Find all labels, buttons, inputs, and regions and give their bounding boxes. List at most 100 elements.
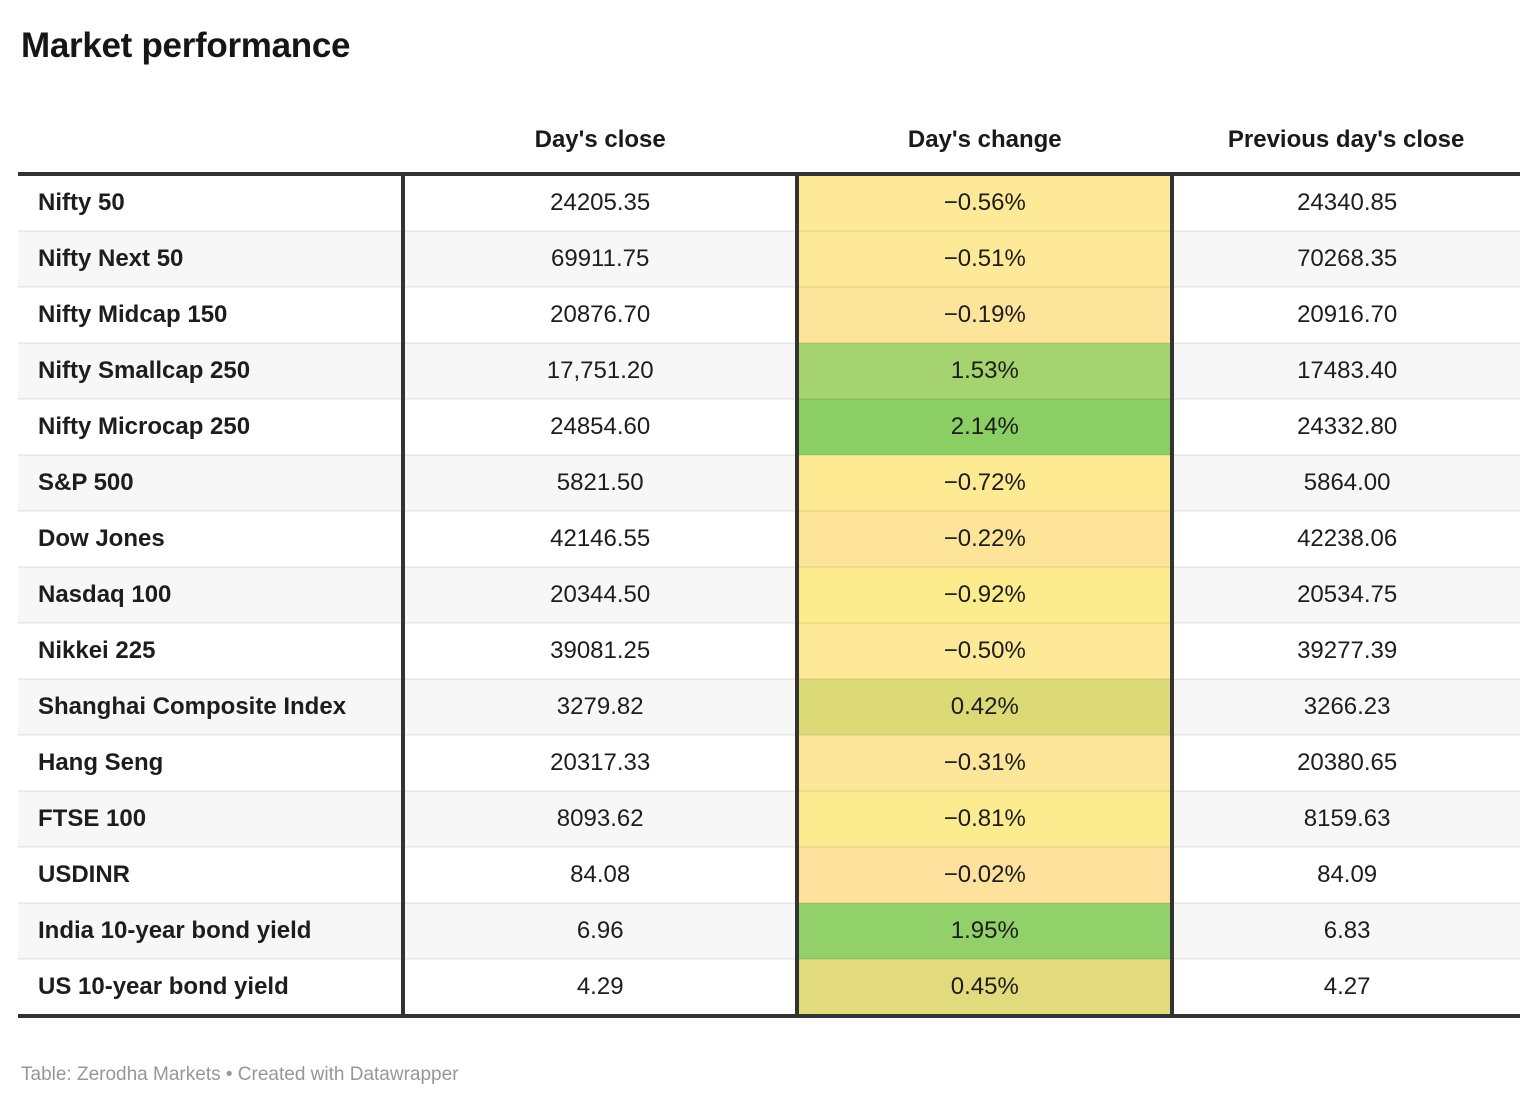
table-row: Nifty Microcap 250 24854.60 2.14% 24332.…	[18, 399, 1520, 456]
previous-days-close-cell: 20916.70	[1172, 287, 1520, 344]
row-label: US 10-year bond yield	[38, 972, 289, 1000]
row-label-cell: Nifty 50	[18, 174, 406, 232]
column-header-previous-days-close: Previous day's close	[1227, 126, 1465, 153]
days-close-cell: 20876.70	[403, 287, 800, 344]
days-close-cell: 24205.35	[403, 174, 800, 232]
previous-days-close-cell: 6.83	[1172, 903, 1520, 960]
row-label: India 10-year bond yield	[38, 916, 312, 944]
table-header: Day's close Day's change Previous day's …	[18, 66, 1520, 174]
table-row: S&P 500 5821.50 −0.72% 5864.00	[18, 455, 1520, 512]
row-label-cell: Nasdaq 100	[18, 567, 406, 624]
table-row: Nifty Next 50 69911.75 −0.51% 70268.35	[18, 231, 1520, 288]
table-row: Nikkei 225 39081.25 −0.50% 39277.39	[18, 623, 1520, 680]
table-body: Nifty 50 24205.35 −0.56% 24340.85 Nifty …	[18, 174, 1520, 1017]
table-row: Shanghai Composite Index 3279.82 0.42% 3…	[18, 679, 1520, 736]
table-row: FTSE 100 8093.62 −0.81% 8159.63	[18, 791, 1520, 848]
row-label-cell: USDINR	[18, 847, 406, 904]
header-row: Day's close Day's change Previous day's …	[18, 66, 1520, 174]
previous-days-close-cell: 84.09	[1172, 847, 1520, 904]
table-row: Nifty Smallcap 250 17,751.20 1.53% 17483…	[18, 343, 1520, 400]
days-change-cell: −0.51%	[797, 231, 1175, 288]
row-label: S&P 500	[38, 468, 134, 496]
previous-days-close-cell: 42238.06	[1172, 511, 1520, 568]
row-label: Nikkei 225	[38, 636, 156, 664]
days-close-cell: 8093.62	[403, 791, 800, 848]
row-label: Hang Seng	[38, 748, 164, 776]
table-row: Nifty Midcap 150 20876.70 −0.19% 20916.7…	[18, 287, 1520, 344]
table-row: Nasdaq 100 20344.50 −0.92% 20534.75	[18, 567, 1520, 624]
table-row: Nifty 50 24205.35 −0.56% 24340.85	[18, 174, 1520, 232]
days-change-cell: −0.72%	[797, 455, 1175, 512]
row-label-cell: Nikkei 225	[18, 623, 406, 680]
previous-days-close-cell: 8159.63	[1172, 791, 1520, 848]
days-close-cell: 6.96	[403, 903, 800, 960]
column-header-days-change: Day's change	[907, 126, 1062, 153]
row-label: Nifty Midcap 150	[38, 300, 228, 328]
days-change-cell: −0.92%	[797, 567, 1175, 624]
days-change-cell: −0.22%	[797, 511, 1175, 568]
row-label-cell: Nifty Smallcap 250	[18, 343, 406, 400]
table-footer: Table: Zerodha Markets • Created with Da…	[21, 1064, 459, 1085]
days-change-cell: −0.02%	[797, 847, 1175, 904]
previous-days-close-cell: 20380.65	[1172, 735, 1520, 792]
table-row: US 10-year bond yield 4.29 0.45% 4.27	[18, 959, 1520, 1017]
days-close-cell: 20344.50	[403, 567, 800, 624]
page-title: Market performance	[21, 26, 351, 65]
days-change-cell: −0.19%	[797, 287, 1175, 344]
row-label: USDINR	[38, 860, 131, 888]
days-close-cell: 84.08	[403, 847, 800, 904]
previous-days-close-cell: 70268.35	[1172, 231, 1520, 288]
days-change-cell: −0.81%	[797, 791, 1175, 848]
days-close-cell: 69911.75	[403, 231, 800, 288]
row-label: Dow Jones	[38, 524, 165, 552]
row-label-cell: Nifty Microcap 250	[18, 399, 406, 456]
previous-days-close-cell: 4.27	[1172, 959, 1520, 1017]
previous-days-close-cell: 20534.75	[1172, 567, 1520, 624]
market-performance-table: Day's close Day's change Previous day's …	[18, 66, 1520, 1018]
days-change-cell: 1.95%	[797, 903, 1175, 960]
previous-days-close-cell: 39277.39	[1172, 623, 1520, 680]
row-label: Nifty Microcap 250	[38, 412, 251, 440]
row-label: FTSE 100	[38, 804, 147, 832]
row-label-cell: Shanghai Composite Index	[18, 679, 406, 736]
days-change-cell: −0.50%	[797, 623, 1175, 680]
days-change-cell: 2.14%	[797, 399, 1175, 456]
days-change-cell: 1.53%	[797, 343, 1175, 400]
days-close-cell: 42146.55	[403, 511, 800, 568]
previous-days-close-cell: 3266.23	[1172, 679, 1520, 736]
row-label: Shanghai Composite Index	[38, 692, 347, 720]
row-label: Nasdaq 100	[38, 580, 172, 608]
days-close-cell: 39081.25	[403, 623, 800, 680]
previous-days-close-cell: 24332.80	[1172, 399, 1520, 456]
days-change-cell: 0.42%	[797, 679, 1175, 736]
row-label-cell: FTSE 100	[18, 791, 406, 848]
column-header-index	[18, 66, 403, 174]
days-change-cell: 0.45%	[797, 959, 1175, 1017]
row-label: Nifty 50	[38, 188, 125, 216]
table-row: Dow Jones 42146.55 −0.22% 42238.06	[18, 511, 1520, 568]
days-change-cell: −0.56%	[797, 174, 1175, 232]
table-row: Hang Seng 20317.33 −0.31% 20380.65	[18, 735, 1520, 792]
row-label-cell: India 10-year bond yield	[18, 903, 406, 960]
days-change-cell: −0.31%	[797, 735, 1175, 792]
days-close-cell: 17,751.20	[403, 343, 800, 400]
row-label: Nifty Next 50	[38, 244, 184, 272]
previous-days-close-cell: 24340.85	[1172, 174, 1520, 232]
table-row: India 10-year bond yield 6.96 1.95% 6.83	[18, 903, 1520, 960]
row-label-cell: Hang Seng	[18, 735, 406, 792]
row-label: Nifty Smallcap 250	[38, 356, 251, 384]
previous-days-close-cell: 17483.40	[1172, 343, 1520, 400]
days-close-cell: 24854.60	[403, 399, 800, 456]
row-label-cell: US 10-year bond yield	[18, 959, 406, 1017]
previous-days-close-cell: 5864.00	[1172, 455, 1520, 512]
row-label-cell: Nifty Midcap 150	[18, 287, 406, 344]
days-close-cell: 20317.33	[403, 735, 800, 792]
days-close-cell: 5821.50	[403, 455, 800, 512]
table-row: USDINR 84.08 −0.02% 84.09	[18, 847, 1520, 904]
days-close-cell: 3279.82	[403, 679, 800, 736]
column-header-days-close: Day's close	[534, 126, 666, 153]
row-label-cell: Nifty Next 50	[18, 231, 406, 288]
row-label-cell: S&P 500	[18, 455, 406, 512]
days-close-cell: 4.29	[403, 959, 800, 1017]
